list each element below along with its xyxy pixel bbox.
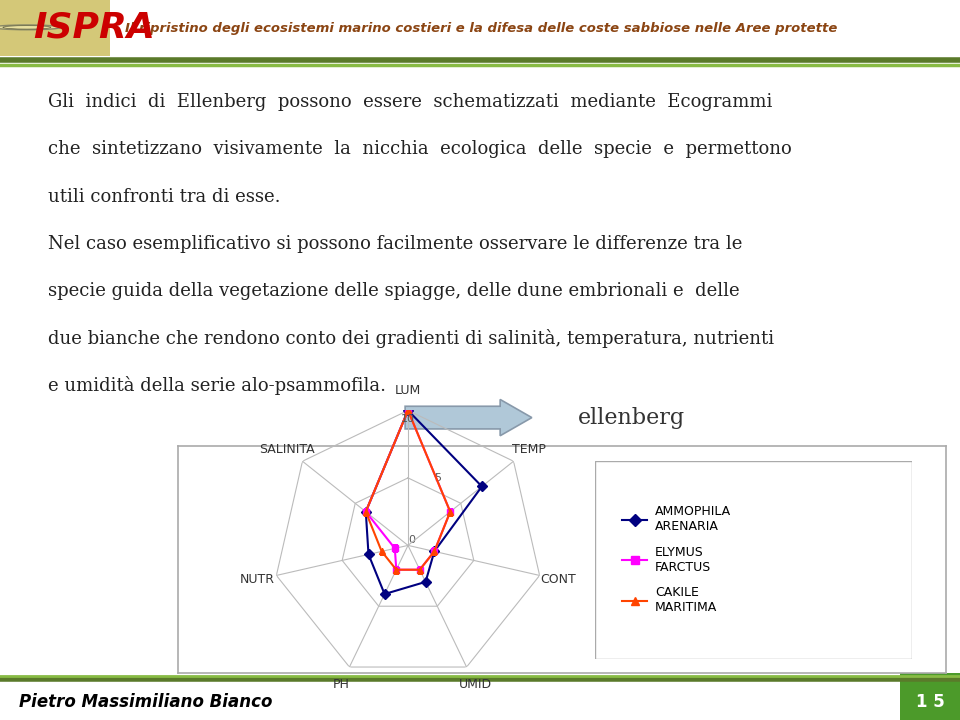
Text: due bianche che rendono conto dei gradienti di salinità, temperatura, nutrienti: due bianche che rendono conto dei gradie… <box>48 329 774 348</box>
Text: utili confronti tra di esse.: utili confronti tra di esse. <box>48 187 280 205</box>
Bar <box>900 673 960 720</box>
Text: Nel caso esemplificativo si possono facilmente osservare le differenze tra le: Nel caso esemplificativo si possono faci… <box>48 235 742 253</box>
Text: e umidità della serie alo-psammofila.: e umidità della serie alo-psammofila. <box>48 376 386 395</box>
Text: ellenberg: ellenberg <box>578 407 685 428</box>
Text: 10: 10 <box>401 415 415 425</box>
Text: Gli  indici  di  Ellenberg  possono  essere  schematizzati  mediante  Ecogrammi: Gli indici di Ellenberg possono essere s… <box>48 94 773 112</box>
Text: Pietro Massimiliano Bianco: Pietro Massimiliano Bianco <box>19 693 273 711</box>
Text: 1 5: 1 5 <box>916 693 945 711</box>
Circle shape <box>0 25 60 30</box>
Text: Il ripristino degli ecosistemi marino costieri e la difesa delle coste sabbiose : Il ripristino degli ecosistemi marino co… <box>125 22 837 35</box>
Text: specie guida della vegetazione delle spiagge, delle dune embrionali e  delle: specie guida della vegetazione delle spi… <box>48 282 739 300</box>
Text: ISPRA: ISPRA <box>34 10 156 45</box>
Legend: AMMOPHILA
ARENARIA, ELYMUS
FARCTUS, CAKILE
MARITIMA: AMMOPHILA ARENARIA, ELYMUS FARCTUS, CAKI… <box>617 500 736 619</box>
Text: che  sintetizzano  visivamente  la  nicchia  ecologica  delle  specie  e  permet: che sintetizzano visivamente la nicchia … <box>48 140 792 158</box>
FancyArrow shape <box>405 400 532 436</box>
Bar <box>0 0 110 56</box>
